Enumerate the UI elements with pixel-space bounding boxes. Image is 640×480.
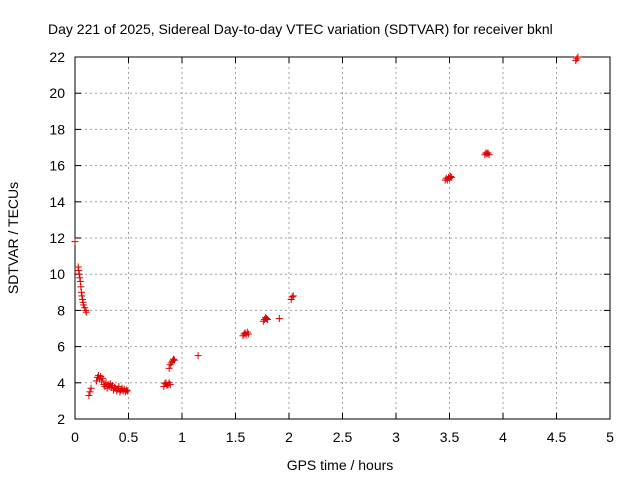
x-tick-labels: 0 0.5 1 1.5 2 2.5 3 3.5 4 4.5 5	[71, 429, 614, 445]
data-point	[75, 270, 83, 278]
data-point	[76, 277, 84, 285]
y-tick-label: 12	[49, 230, 65, 246]
data-point	[194, 352, 202, 360]
data-point	[264, 315, 272, 323]
data-point	[78, 292, 86, 300]
data-point	[166, 381, 174, 389]
x-axis-label: GPS time / hours	[287, 457, 394, 473]
y-tick-labels: 2 4 6 8 10 12 14 16 18 20 22	[49, 49, 65, 427]
y-tick-label: 6	[57, 339, 65, 355]
y-tick-label: 20	[49, 85, 65, 101]
data-point	[115, 382, 123, 390]
data-point	[484, 149, 492, 157]
data-point	[165, 379, 173, 387]
x-tick-label: 4	[499, 429, 507, 445]
data-point	[171, 356, 179, 364]
y-tick-label: 18	[49, 121, 65, 137]
x-tick-label: 3	[392, 429, 400, 445]
data-point	[165, 364, 173, 372]
data-point	[76, 274, 84, 282]
data-point	[447, 172, 455, 180]
data-point	[87, 384, 95, 392]
data-point	[243, 328, 251, 336]
data-point	[75, 267, 83, 275]
x-tick-label: 4.5	[547, 429, 567, 445]
data-point	[166, 361, 174, 369]
data-point	[574, 53, 582, 61]
data-point	[123, 387, 131, 395]
data-point	[573, 55, 581, 63]
x-tick-label: 2	[285, 429, 293, 445]
y-tick-label: 14	[49, 194, 65, 210]
data-point	[74, 263, 82, 271]
y-tick-label: 2	[57, 411, 65, 427]
x-tick-label: 0	[71, 429, 79, 445]
data-points	[71, 53, 582, 399]
x-tick-label: 5	[606, 429, 614, 445]
data-point	[448, 173, 456, 181]
data-point	[485, 151, 493, 159]
data-point	[122, 386, 130, 394]
data-point	[77, 283, 85, 291]
data-point	[85, 391, 93, 399]
grid-lines	[75, 57, 610, 419]
data-point	[288, 293, 296, 301]
data-point	[572, 57, 580, 65]
x-tick-label: 2.5	[333, 429, 353, 445]
y-axis-label: SDTVAR / TECUs	[5, 182, 21, 294]
data-point	[169, 355, 177, 363]
y-tick-label: 4	[57, 375, 65, 391]
data-point	[275, 315, 283, 323]
data-point	[99, 374, 107, 382]
chart-title: Day 221 of 2025, Sidereal Day-to-day VTE…	[48, 21, 553, 37]
x-tick-label: 1	[178, 429, 186, 445]
y-tick-label: 8	[57, 302, 65, 318]
y-tick-label: 16	[49, 158, 65, 174]
data-point	[82, 306, 90, 314]
y-tick-label: 22	[49, 49, 65, 65]
x-tick-label: 0.5	[119, 429, 139, 445]
data-point	[82, 308, 90, 316]
x-tick-label: 3.5	[440, 429, 460, 445]
data-point	[111, 383, 119, 391]
data-point	[86, 388, 94, 396]
data-point	[77, 288, 85, 296]
data-point	[71, 238, 79, 246]
data-point	[244, 330, 252, 338]
data-point	[289, 292, 297, 300]
x-tick-label: 1.5	[226, 429, 246, 445]
y-tick-label: 10	[49, 266, 65, 282]
data-point	[113, 387, 121, 395]
plot-frame	[74, 56, 611, 420]
data-point	[263, 315, 271, 323]
